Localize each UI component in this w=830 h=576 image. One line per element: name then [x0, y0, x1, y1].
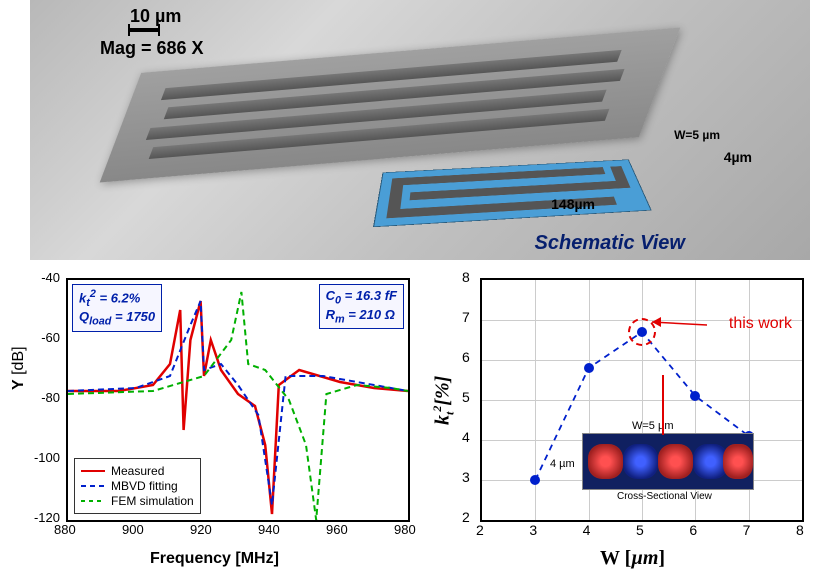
kt2-vs-w-chart: this work Cross-Sectional View W=5 µm 4 …: [420, 270, 820, 570]
x-axis-label-right: W [µm]: [600, 547, 665, 570]
admittance-chart: kt2 = 6.2% Qload = 1750 C0 = 16.3 fF Rm …: [0, 270, 420, 570]
legend-label: MBVD fitting: [111, 479, 178, 493]
scale-bar: [128, 28, 160, 32]
magnification-text: Mag = 686 X: [100, 38, 204, 59]
arrow-icon: [647, 310, 707, 340]
legend: Measured MBVD fitting FEM simulation: [74, 458, 201, 514]
legend-fem: FEM simulation: [81, 494, 194, 508]
sem-image: 10 µm Mag = 686 X W=5 µm 4µm 148µm Schem…: [30, 0, 810, 260]
inset-w-label: W=5 µm: [632, 420, 673, 432]
figure: { "sem": { "scale_text": "10 µm", "mag_t…: [0, 0, 830, 576]
inset-caption: Cross-Sectional View: [617, 491, 712, 502]
info-box-left: kt2 = 6.2% Qload = 1750: [72, 284, 162, 332]
info-box-right: C0 = 16.3 fF Rm = 210 Ω: [319, 284, 404, 329]
y-axis-label: Y [dB]: [10, 346, 28, 390]
legend-mbvd: MBVD fitting: [81, 479, 194, 493]
dim-w-label: W=5 µm: [674, 128, 720, 142]
legend-line-icon: [81, 485, 105, 487]
arrow-to-inset: [662, 375, 664, 435]
plot-area-right: this work Cross-Sectional View W=5 µm 4 …: [480, 278, 804, 522]
legend-line-icon: [81, 470, 105, 473]
x-axis-label: Frequency [MHz]: [150, 550, 279, 568]
c0-value: C0 = 16.3 fF: [326, 288, 397, 307]
schematic-base: [373, 159, 652, 227]
y-axis-label-right: kt2[%]: [430, 376, 458, 425]
inset-h-label: 4 µm: [550, 458, 575, 470]
qload-value: Qload = 1750: [79, 309, 155, 328]
legend-line-icon: [81, 500, 105, 502]
kt2-value: kt2 = 6.2%: [79, 288, 155, 309]
rm-value: Rm = 210 Ω: [326, 307, 397, 326]
legend-label: Measured: [111, 464, 164, 478]
dim-length-label: 148µm: [551, 196, 595, 212]
dim-height-label: 4µm: [724, 149, 752, 165]
plot-area-left: kt2 = 6.2% Qload = 1750 C0 = 16.3 fF Rm …: [66, 278, 410, 522]
bottom-panels: kt2 = 6.2% Qload = 1750 C0 = 16.3 fF Rm …: [0, 270, 830, 576]
schematic-view-label: Schematic View: [535, 232, 685, 255]
this-work-annotation: this work: [729, 315, 792, 333]
scale-text: 10 µm: [130, 6, 181, 27]
legend-label: FEM simulation: [111, 494, 194, 508]
legend-measured: Measured: [81, 464, 194, 478]
inset-cross-section: [582, 433, 754, 490]
schematic-view: [373, 159, 649, 225]
